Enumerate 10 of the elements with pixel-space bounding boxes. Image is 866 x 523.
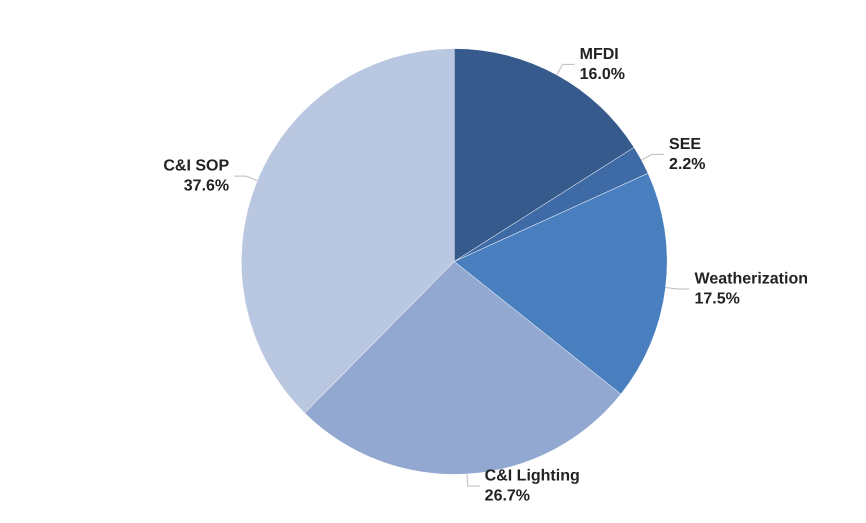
data-label: 26.7% bbox=[484, 488, 530, 505]
data-label: 2.2% bbox=[669, 156, 706, 173]
slice-label: SEE bbox=[669, 136, 702, 153]
data-label: 17.5% bbox=[694, 290, 740, 308]
data-label: 16.0% bbox=[580, 66, 625, 83]
slice-label: C&I Lighting bbox=[484, 468, 580, 485]
slice-label: C&I SOP bbox=[163, 158, 230, 175]
slice-label: Weatherization bbox=[694, 270, 808, 288]
slice-label: MFDI bbox=[580, 46, 619, 63]
data-label: 37.6% bbox=[184, 178, 230, 195]
